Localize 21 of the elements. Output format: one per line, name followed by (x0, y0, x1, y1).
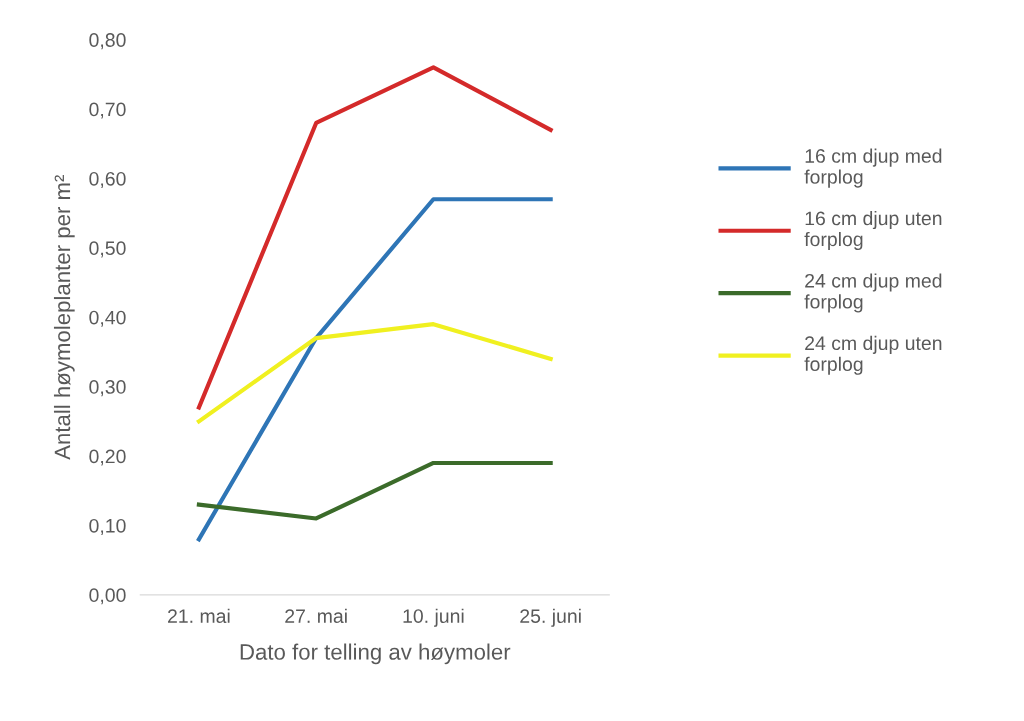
y-tick-label: 0,60 (89, 171, 126, 188)
legend-label: 24 cm djup med forplog (804, 273, 942, 313)
y-tick-label: 0,30 (89, 380, 126, 397)
y-tick-label: 0,50 (89, 241, 126, 258)
legend-label: 16 cm djup med forplog (804, 148, 942, 188)
line-series (196, 65, 553, 410)
y-tick-label: 0,20 (89, 449, 126, 466)
y-tick-label: 0,70 (89, 102, 126, 119)
legend-label: 16 cm djup uten forplog (804, 210, 942, 251)
y-axis-title: Antall høymoleplanter per m² (53, 175, 75, 460)
y-tick-label: 0,40 (89, 310, 126, 327)
y-tick-label: 0,00 (89, 588, 126, 605)
x-tick-label: 25. juni (520, 608, 581, 627)
y-tick-label: 0,10 (89, 518, 126, 535)
legend-label: 24 cm djup uten forplog (804, 335, 942, 375)
x-axis-title: Dato for telling av høymoler (240, 643, 511, 665)
y-tick-label: 0,80 (89, 33, 126, 50)
line-series (196, 322, 553, 424)
x-tick-label: 21. mai (168, 608, 230, 623)
x-tick-label: 10. juni (403, 608, 464, 627)
x-tick-label: 27. mai (285, 608, 347, 623)
